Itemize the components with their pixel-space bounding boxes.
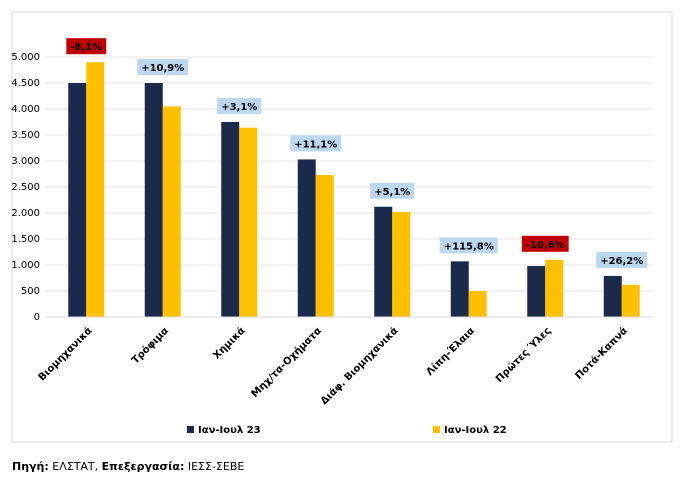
annotation: +10,9% (141, 63, 184, 74)
bar (527, 266, 546, 317)
annotation: +11,1% (294, 139, 337, 150)
bar (86, 62, 105, 318)
source-label: Πηγή: (12, 460, 49, 473)
legend-label: Ιαν-Ιουλ 22 (444, 425, 507, 436)
y-tick-label: 5.000 (11, 52, 40, 63)
y-tick-label: 3.500 (11, 130, 40, 141)
annotation-box (66, 38, 107, 55)
processing: ΙΕΣΣ-ΣΕΒΕ (188, 460, 245, 473)
legend-label: Ιαν-Ιουλ 23 (198, 425, 261, 436)
y-tick-label: 2.500 (11, 182, 40, 193)
annotation-box (217, 98, 262, 114)
legend-swatch (433, 426, 440, 433)
bar (162, 106, 181, 318)
annotation: +26,2% (600, 256, 643, 267)
y-tick-label: 2.000 (11, 208, 40, 219)
y-tick-label: 1.500 (11, 234, 40, 245)
y-tick-label: 4.500 (11, 78, 40, 89)
y-tick-label: 500 (21, 286, 40, 297)
annotation-box (290, 135, 342, 152)
bar (315, 175, 334, 317)
annotation-box (439, 237, 498, 254)
footnote: Πηγή: ΕΛΣΤΑΤ, Επεξεργασία: ΙΕΣΣ-ΣΕΒΕ (12, 460, 244, 473)
annotation-box (137, 59, 189, 75)
chart-frame (11, 11, 673, 443)
bar (545, 259, 564, 317)
bar (374, 206, 393, 317)
annotation: +115,8% (444, 241, 494, 252)
y-tick-label: 1.000 (11, 260, 40, 271)
processing-label: Επεξεργασία: (102, 460, 185, 473)
y-tick-label: 4.000 (11, 104, 40, 115)
y-tick-label: 0 (34, 312, 40, 323)
annotation: +3,1% (221, 102, 257, 113)
bar (297, 159, 316, 317)
bar (239, 127, 258, 317)
bar (68, 83, 87, 317)
annotation: +5,1% (374, 187, 410, 198)
bar (450, 261, 469, 317)
annotation-box (370, 182, 415, 199)
y-tick-label: 3.000 (11, 156, 40, 167)
legend-swatch (187, 426, 194, 433)
bar (603, 275, 622, 317)
bar (468, 291, 487, 317)
bar (392, 211, 411, 317)
bar (144, 83, 163, 317)
bar (621, 284, 640, 317)
bar (221, 122, 240, 317)
annotation: -10,6% (526, 240, 565, 251)
source: ΕΛΣΤΑΤ, (52, 460, 98, 473)
annotation: -8,1% (70, 42, 102, 53)
annotation-box (596, 251, 648, 268)
annotation-box (521, 235, 569, 252)
